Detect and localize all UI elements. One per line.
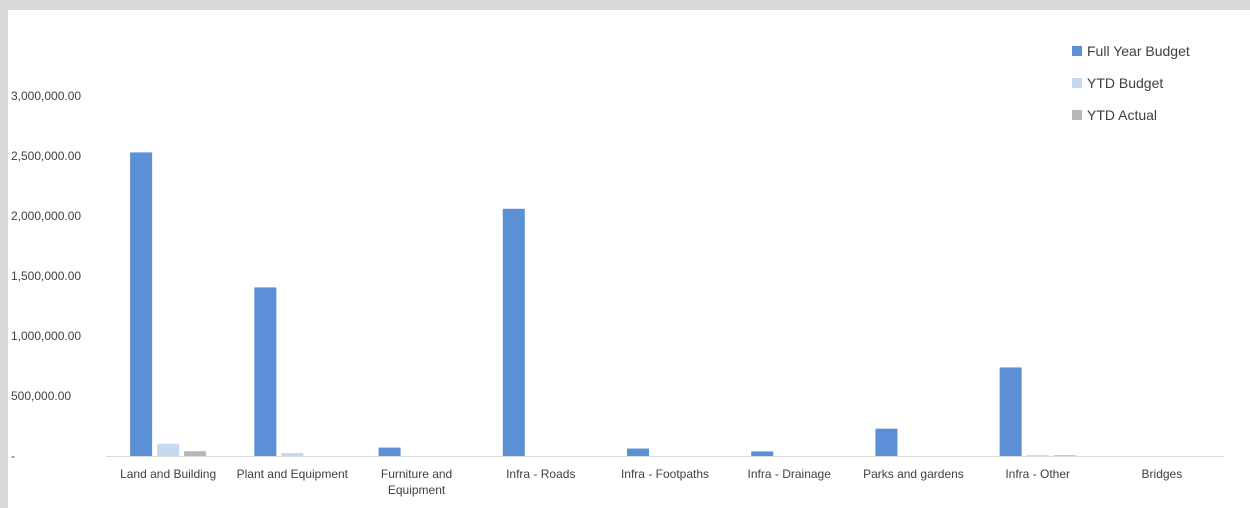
legend-swatch (1072, 110, 1082, 120)
x-category-label: Infra - Other (1005, 467, 1070, 481)
bar-full-year-budget (999, 367, 1022, 456)
bar-full-year-budget (502, 208, 525, 456)
x-category-label: Infra - Footpaths (621, 467, 709, 481)
x-axis-category-labels: Land and Building Plant and Equipment Furn… (120, 467, 1182, 497)
bar-ytd-budget (157, 443, 180, 456)
bar-ytd-actual (1053, 455, 1076, 456)
y-tick-label: 2,000,000.00 (11, 209, 81, 223)
legend-label: YTD Budget (1087, 75, 1163, 91)
x-category-label: Bridges (1142, 467, 1183, 481)
x-category-label-line: Infra - Other (1005, 467, 1070, 481)
x-category-label: Plant and Equipment (237, 467, 349, 481)
x-category-label-line: Furniture and (381, 467, 452, 481)
x-category-label: Furniture and Equipment (381, 467, 452, 497)
legend-swatch (1072, 78, 1082, 88)
bar-full-year-budget (751, 451, 774, 456)
bar-full-year-budget (627, 448, 649, 456)
bar-ytd-budget (1026, 455, 1049, 456)
x-category-label: Parks and gardens (863, 467, 964, 481)
bar-full-year-budget (875, 428, 898, 456)
legend: Full Year Budget YTD Budget YTD Actual (1072, 43, 1190, 123)
x-category-label: Land and Building (120, 467, 216, 481)
bar-ytd-actual (184, 451, 207, 456)
x-category-label: Infra - Roads (506, 467, 575, 481)
y-tick-label: - (11, 449, 15, 463)
x-category-label-line: Land and Building (120, 467, 216, 481)
x-category-label: Infra - Drainage (748, 467, 832, 481)
bar-full-year-budget (378, 447, 401, 456)
legend-label: Full Year Budget (1087, 43, 1190, 59)
legend-label: YTD Actual (1087, 107, 1157, 123)
x-category-label-line: Infra - Footpaths (621, 467, 709, 481)
x-category-label-line: Bridges (1142, 467, 1183, 481)
y-tick-label: 500,000.00 (11, 389, 71, 403)
bar-ytd-budget (281, 453, 304, 456)
legend-swatch (1072, 46, 1082, 56)
bar-chart: - 500,000.00 1,000,000.00 1,500,000.00 2,000… (11, 43, 1224, 497)
y-tick-label: 3,000,000.00 (11, 89, 81, 103)
y-tick-label: 1,000,000.00 (11, 329, 81, 343)
x-category-label-line: Infra - Roads (506, 467, 575, 481)
x-category-label-line: Plant and Equipment (237, 467, 349, 481)
bar-full-year-budget (130, 152, 153, 456)
chart-frame: - 500,000.00 1,000,000.00 1,500,000.00 2,000… (8, 10, 1250, 508)
x-category-label-line: Equipment (388, 483, 446, 497)
x-category-label-line: Infra - Drainage (748, 467, 832, 481)
y-tick-label: 1,500,000.00 (11, 269, 81, 283)
bars (130, 152, 1076, 456)
y-tick-label: 2,500,000.00 (11, 149, 81, 163)
bar-full-year-budget (254, 287, 277, 456)
y-axis-tick-labels: - 500,000.00 1,000,000.00 1,500,000.00 2,000… (11, 89, 81, 463)
x-category-label-line: Parks and gardens (863, 467, 964, 481)
